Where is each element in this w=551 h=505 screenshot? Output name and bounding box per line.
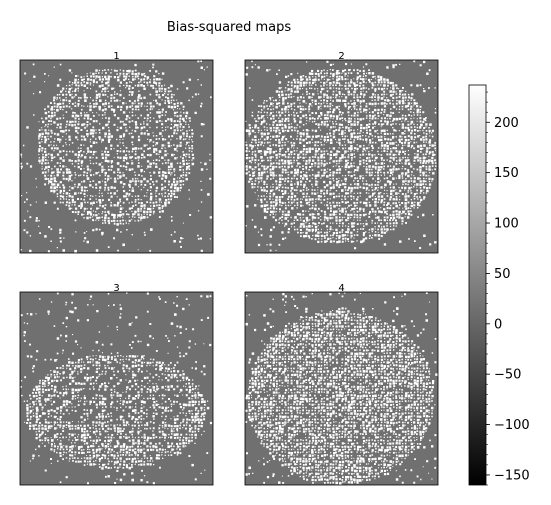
figure-title: Bias-squared maps [167,20,292,35]
heatmap-background [20,292,213,485]
heatmap-speckle [245,60,437,252]
colorbar-tick-label: −150 [494,468,530,483]
heatmap-speckle [245,292,438,485]
heatmap-speckle [20,292,213,485]
heatmap-speckle [20,60,212,253]
colorbar-tick-label: 50 [494,267,511,282]
panel-frame [19,291,214,486]
panel-frame [244,291,439,486]
colorbar: 200 150 100 50 0 −50 −100 −150 [468,84,530,486]
panel-frame [19,59,214,254]
heatmap-panels: 1 2 3 4 [19,51,439,486]
panel-frame [244,59,439,254]
colorbar-tick-label: 200 [494,116,519,131]
heatmap-panel-3: 3 [19,283,214,486]
panel-title: 4 [338,283,344,294]
colorbar-gradient [468,84,487,486]
heatmap-panel-1: 1 [19,51,214,254]
colorbar-ticks: 200 150 100 50 0 −50 −100 −150 [486,91,530,486]
panel-title: 3 [113,283,119,294]
panel-title: 2 [338,51,344,62]
heatmap-panel-4: 4 [244,283,439,486]
heatmap-panel-2: 2 [244,51,439,254]
colorbar-tick-label: −50 [494,368,521,383]
colorbar-tick-label: 150 [494,166,519,181]
colorbar-tick-label: 0 [494,317,502,332]
colorbar-tick-label: −100 [494,418,530,433]
panel-title: 1 [113,51,119,62]
colorbar-tick-label: 100 [494,217,519,232]
